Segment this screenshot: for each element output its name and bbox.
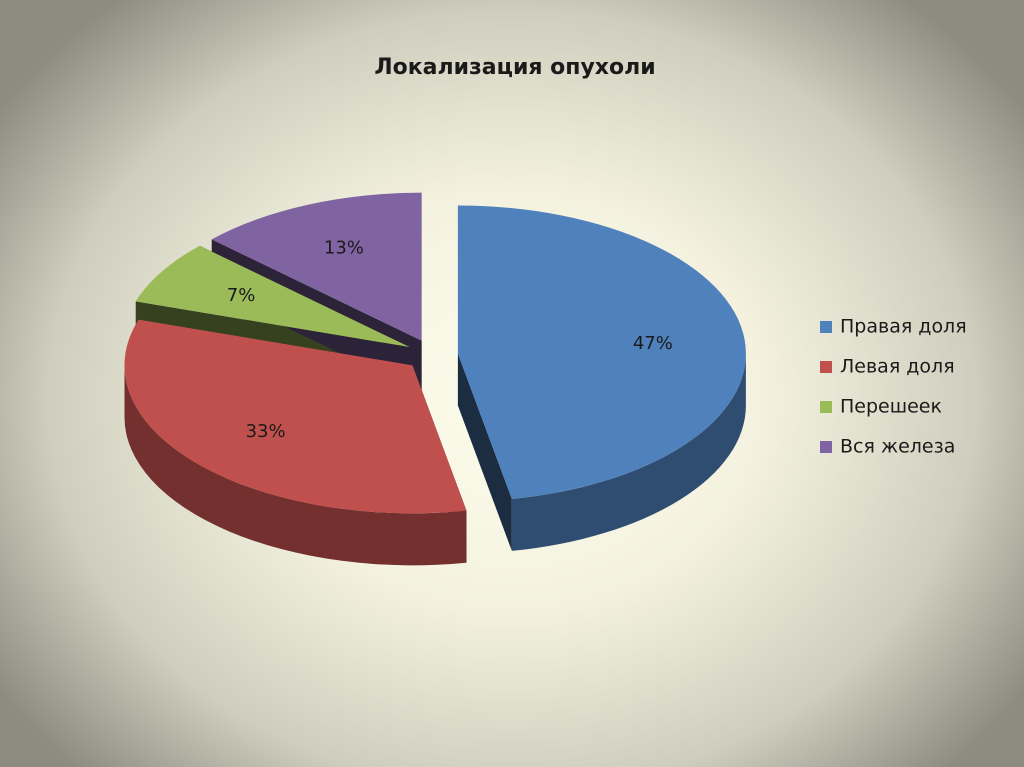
legend-swatch <box>820 441 832 453</box>
legend-label: Перешеек <box>840 396 942 418</box>
pie-slice <box>135 245 410 348</box>
pie-slice <box>211 192 422 341</box>
pie-slice <box>457 205 746 499</box>
pie-slice <box>124 319 467 514</box>
legend-swatch <box>820 361 832 373</box>
slice-wall <box>511 353 746 551</box>
legend-label: Вся железа <box>840 436 955 458</box>
legend-label: Левая доля <box>840 356 955 378</box>
slice-side <box>457 353 512 551</box>
data-label: 13% <box>324 237 364 258</box>
slice-wall <box>124 365 467 566</box>
legend-swatch <box>820 321 832 333</box>
data-label: 33% <box>246 421 286 442</box>
legend-label: Правая доля <box>840 316 967 338</box>
chart-title: Локализация опухоли <box>374 55 655 80</box>
data-label: 47% <box>633 333 673 354</box>
legend-swatch <box>820 401 832 413</box>
data-label: 7% <box>227 285 256 306</box>
